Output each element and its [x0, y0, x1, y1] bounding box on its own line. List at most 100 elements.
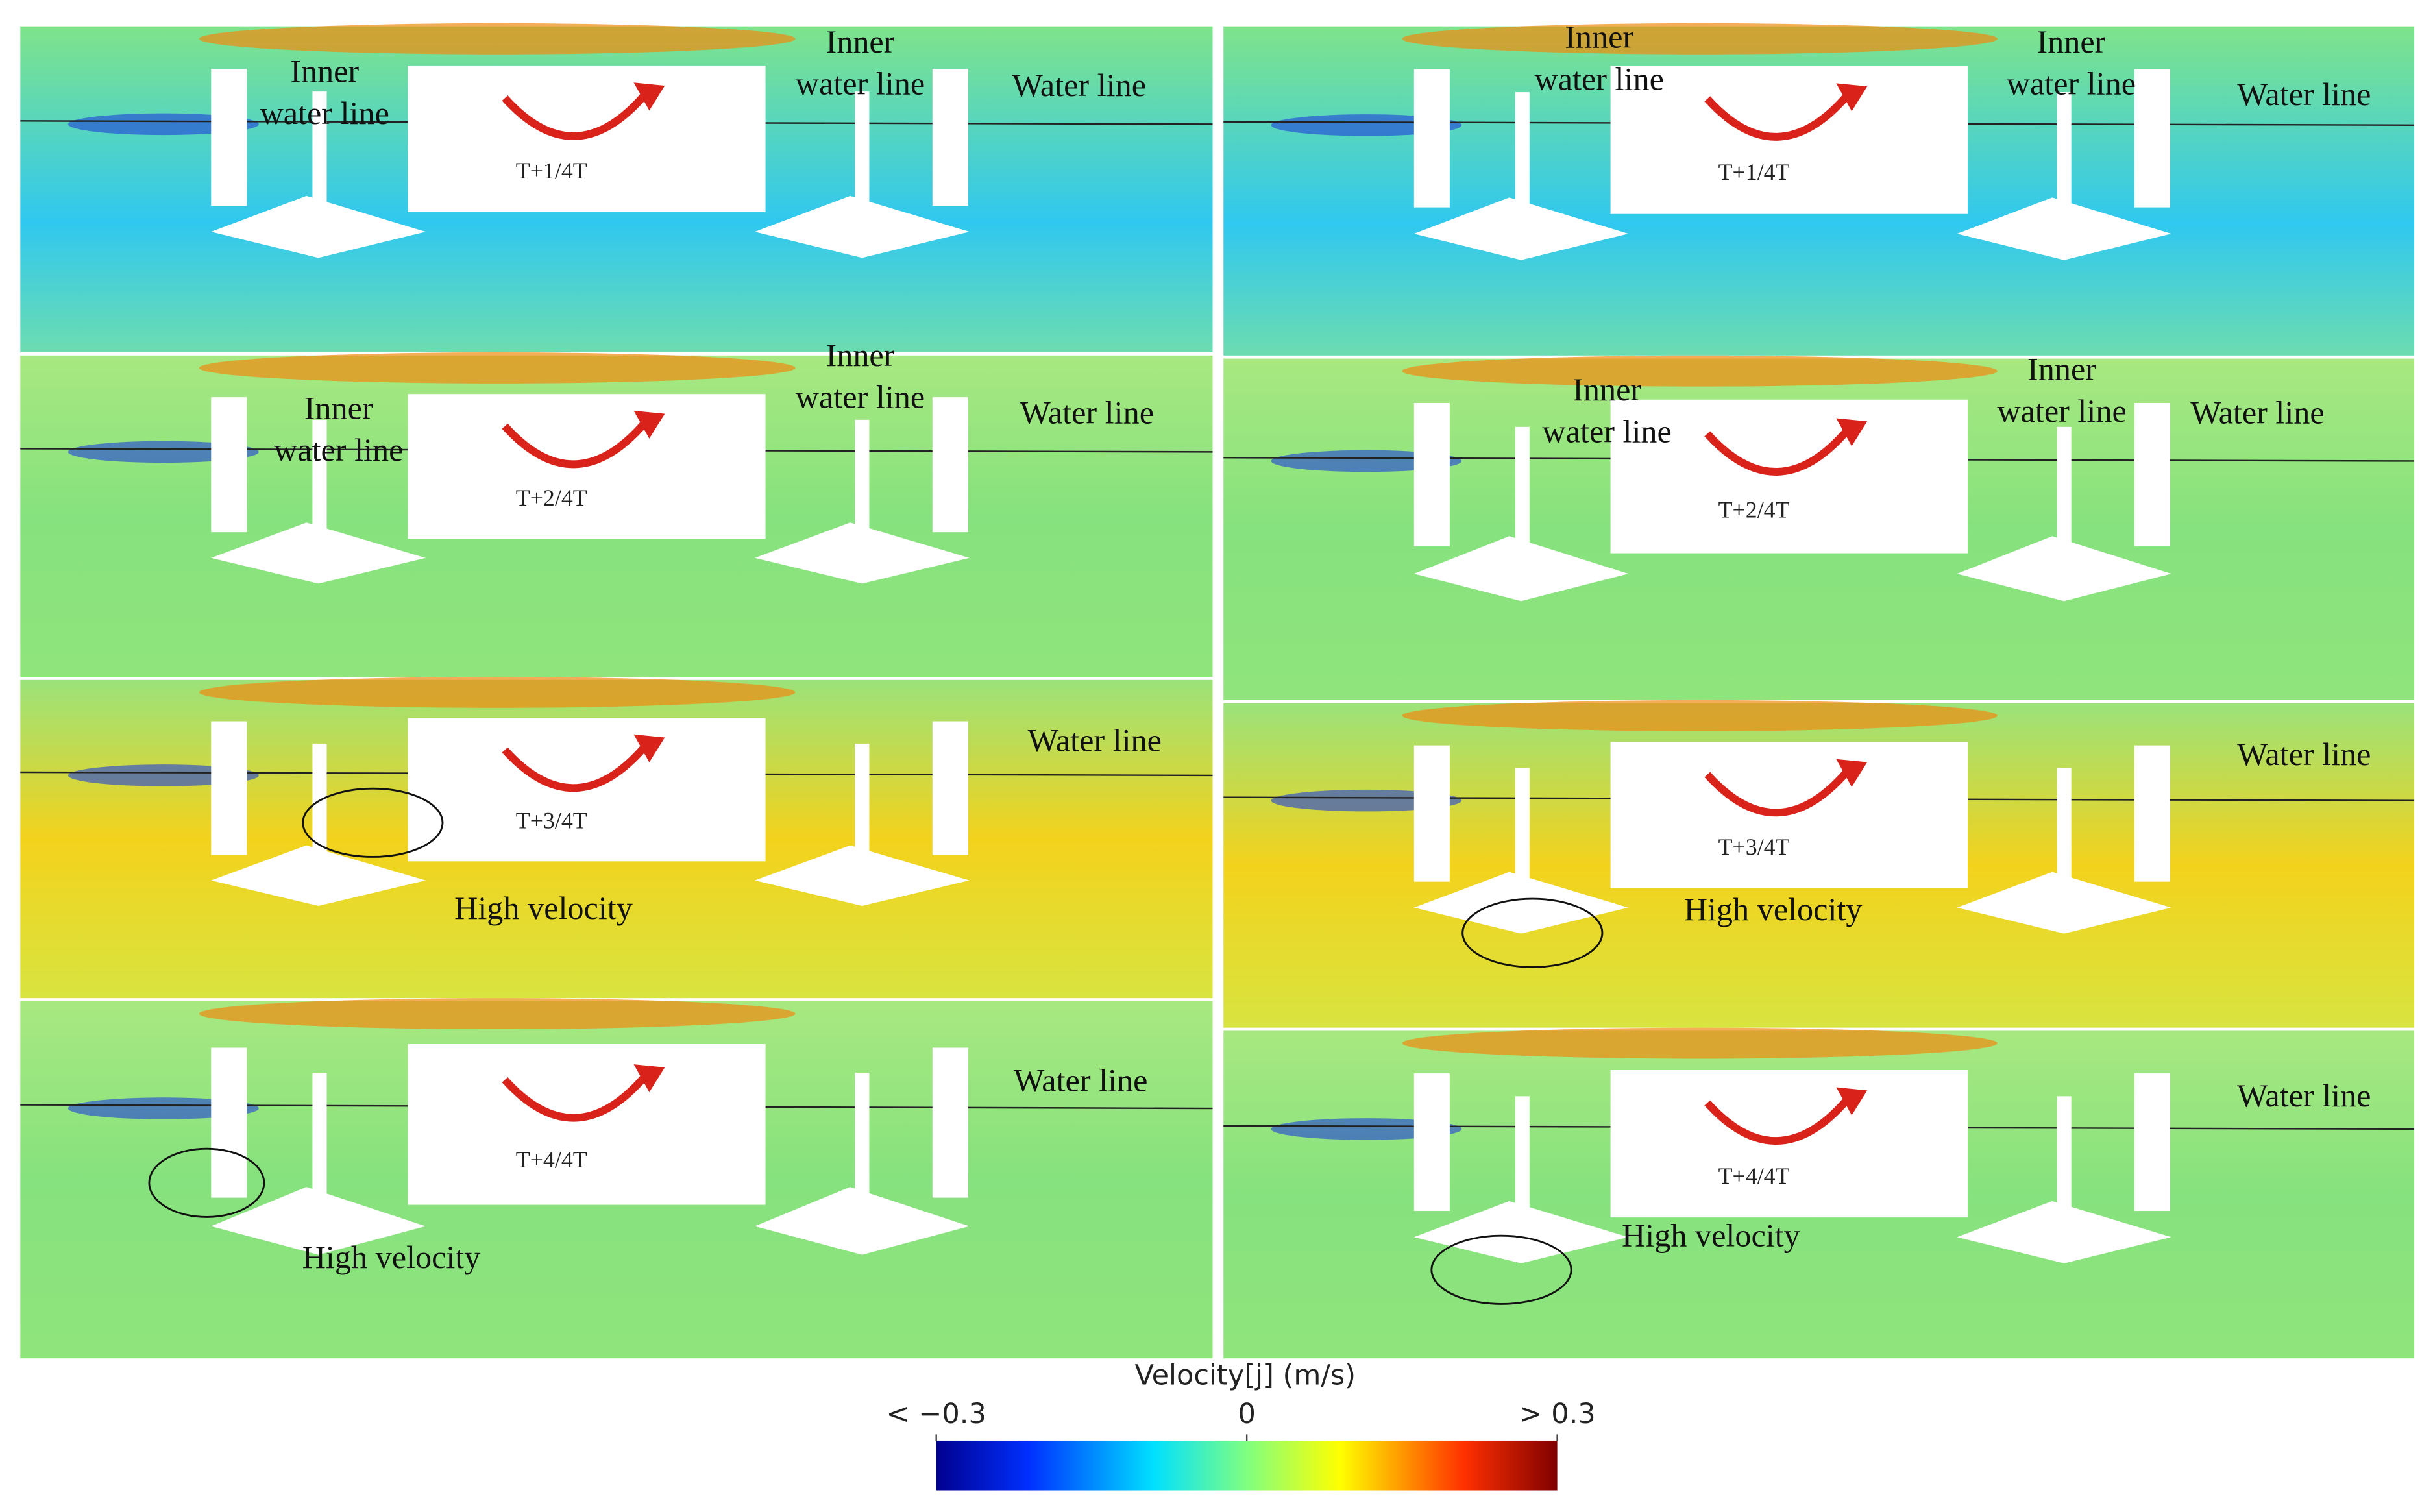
annotation: High velocity — [454, 890, 633, 926]
annotation: water line — [1534, 60, 1663, 97]
outer-column — [1413, 1073, 1450, 1212]
outer-column — [1413, 745, 1450, 882]
panel-label: T+4/4T — [516, 1147, 587, 1173]
annotation: water line — [796, 379, 925, 415]
arrow-head — [633, 410, 665, 439]
annotation: High velocity — [302, 1239, 481, 1275]
panel: T+4/4T Water line High velocity — [1223, 1027, 2415, 1359]
arrow-head — [633, 82, 665, 111]
colorbar-tick-label: > 0.3 — [1519, 1398, 1595, 1430]
inner-column — [855, 1073, 870, 1223]
outer-column — [2134, 1073, 2170, 1212]
pontoon — [1957, 872, 2171, 934]
highlight-ellipse — [1461, 897, 1604, 968]
annotation: water line — [796, 65, 925, 101]
pontoon — [211, 522, 426, 584]
outer-column — [211, 397, 247, 533]
panel: T+2/4T Inner water line Inner water line Wate… — [1223, 351, 2415, 700]
inner-column — [2057, 92, 2072, 231]
inner-column — [2057, 768, 2072, 905]
annotation: Inner — [826, 337, 895, 373]
panel: T+3/4T Water line High velocity — [1223, 700, 2415, 1028]
pontoon — [755, 195, 970, 258]
annotation: Inner — [826, 23, 895, 60]
flow-blob — [1402, 23, 1998, 55]
flow-blob — [1402, 700, 1998, 731]
annotation: Inner — [1565, 19, 1633, 55]
annotation: Inner — [290, 53, 359, 89]
annotation: Inner — [304, 389, 373, 426]
arrow-head — [1836, 1087, 1868, 1116]
pontoon — [1413, 872, 1629, 934]
pontoon — [1957, 1201, 2171, 1263]
outer-column — [932, 1047, 968, 1198]
outer-column — [211, 1047, 247, 1198]
outer-column — [932, 721, 968, 855]
outer-column — [2134, 403, 2170, 547]
rotation-arrow — [1704, 428, 1850, 476]
arrow-head — [633, 1064, 665, 1093]
flow-blob — [199, 998, 796, 1030]
annotation: Water line — [2237, 76, 2371, 112]
annotation: High velocity — [1622, 1217, 1800, 1254]
rotation-arrow — [502, 421, 648, 469]
outer-column — [932, 397, 968, 533]
highlight-ellipse — [148, 1147, 265, 1218]
hull — [408, 1043, 766, 1205]
inner-column — [855, 91, 870, 229]
colorbar — [936, 1440, 1558, 1491]
rotation-arrow — [502, 744, 648, 792]
pontoon — [755, 522, 970, 584]
annotation: water line — [2007, 65, 2136, 101]
pontoon — [211, 195, 426, 258]
inner-column — [855, 743, 870, 877]
annotation: Inner — [1572, 371, 1641, 408]
annotation: Water line — [1020, 395, 1155, 431]
outer-column — [932, 68, 968, 206]
colorbar-tick-label: 0 — [1238, 1398, 1255, 1430]
outer-column — [2134, 745, 2170, 882]
flow-blob — [1402, 355, 1998, 387]
pontoon — [1957, 197, 2171, 260]
annotation: water line — [260, 95, 389, 131]
hull — [1610, 66, 1968, 214]
annotation: Water line — [1014, 1062, 1148, 1098]
panel-label: T+3/4T — [516, 808, 587, 834]
inner-column — [1515, 1096, 1530, 1234]
highlight-ellipse — [302, 787, 444, 858]
pontoon — [1413, 1201, 1629, 1263]
arrow-head — [1836, 83, 1868, 112]
panel-label: T+1/4T — [516, 158, 587, 184]
flow-blob — [1402, 1027, 1998, 1059]
annotation: Water line — [1012, 67, 1147, 103]
inner-column — [1515, 426, 1530, 570]
outer-column — [211, 68, 247, 206]
panel-label: T+3/4T — [1718, 834, 1790, 860]
panel: T+3/4T Water line High velocity — [20, 676, 1213, 999]
annotation: water line — [1997, 393, 2126, 429]
flow-blob — [199, 23, 796, 55]
flow-blob — [199, 352, 796, 384]
annotation: Water line — [1027, 722, 1162, 758]
pontoon — [211, 1187, 426, 1255]
panel-label: T+2/4T — [516, 485, 587, 511]
flow-blob — [199, 676, 796, 708]
colorbar-tick-label: < −0.3 — [886, 1398, 986, 1430]
inner-column — [312, 1073, 327, 1223]
inner-column — [312, 419, 327, 555]
panel-label: T+2/4T — [1718, 497, 1790, 523]
rotation-arrow — [502, 92, 648, 140]
inner-column — [2057, 1096, 2072, 1234]
annotation: water line — [274, 432, 403, 468]
rotation-arrow — [502, 1074, 648, 1122]
inner-column — [2057, 426, 2072, 570]
pontoon — [1957, 536, 2171, 602]
annotation: High velocity — [1684, 891, 1863, 927]
panel: T+1/4T Inner water line Inner water line Wate… — [20, 23, 1213, 353]
rotation-arrow — [1704, 1097, 1850, 1145]
panel: T+4/4T Water line High velocity — [20, 998, 1213, 1359]
rotation-arrow — [1704, 93, 1850, 141]
panel: T+1/4T Inner water line Inner water line Wate… — [1223, 19, 2415, 356]
panel-label: T+1/4T — [1718, 159, 1790, 185]
